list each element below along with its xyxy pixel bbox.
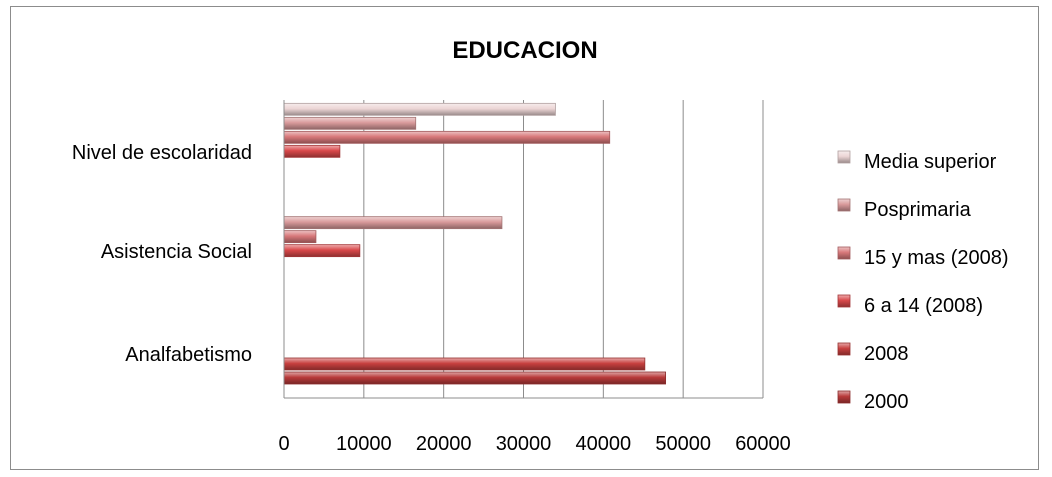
legend-swatch xyxy=(837,150,851,164)
bar xyxy=(283,144,341,158)
legend-label: 15 y mas (2008) xyxy=(864,247,1009,269)
axis-layer: 0 10000 20000 30000 40000 50000 60000 Analfabet… xyxy=(72,100,791,455)
legend-label: 2008 xyxy=(864,343,909,365)
x-tick-label: 20000 xyxy=(416,433,472,455)
bars-layer xyxy=(283,102,667,385)
bar xyxy=(283,230,317,244)
legend-swatch xyxy=(837,198,851,212)
legend-label: Posprimaria xyxy=(864,199,972,221)
legend-label: 6 a 14 (2008) xyxy=(864,295,983,317)
bar xyxy=(283,216,503,230)
legend-label: 2000 xyxy=(864,391,909,413)
x-tick-label: 60000 xyxy=(735,433,791,455)
bar xyxy=(283,102,556,116)
legend-swatch xyxy=(837,342,851,356)
y-category-label: Analfabetismo xyxy=(125,344,252,366)
bar xyxy=(283,116,417,130)
chart-title: EDUCACION xyxy=(452,37,597,64)
bar xyxy=(283,130,611,144)
bar xyxy=(283,371,667,385)
bar xyxy=(283,244,361,258)
chart-frame xyxy=(10,6,1039,470)
x-tick-label: 10000 xyxy=(336,433,392,455)
legend-label: Media superior xyxy=(864,151,997,173)
x-tick-label: 50000 xyxy=(655,433,711,455)
bar xyxy=(283,357,646,371)
legend-layer: Media superior Posprimaria 15 y mas (2008)… xyxy=(837,150,1009,413)
x-tick-label: 0 xyxy=(278,433,289,455)
y-category-label: Nivel de escolaridad xyxy=(72,142,252,164)
legend-swatch xyxy=(837,246,851,260)
x-tick-label: 40000 xyxy=(576,433,632,455)
legend-swatch xyxy=(837,390,851,404)
y-category-label: Asistencia Social xyxy=(101,241,252,263)
legend-swatch xyxy=(837,294,851,308)
x-tick-label: 30000 xyxy=(496,433,552,455)
